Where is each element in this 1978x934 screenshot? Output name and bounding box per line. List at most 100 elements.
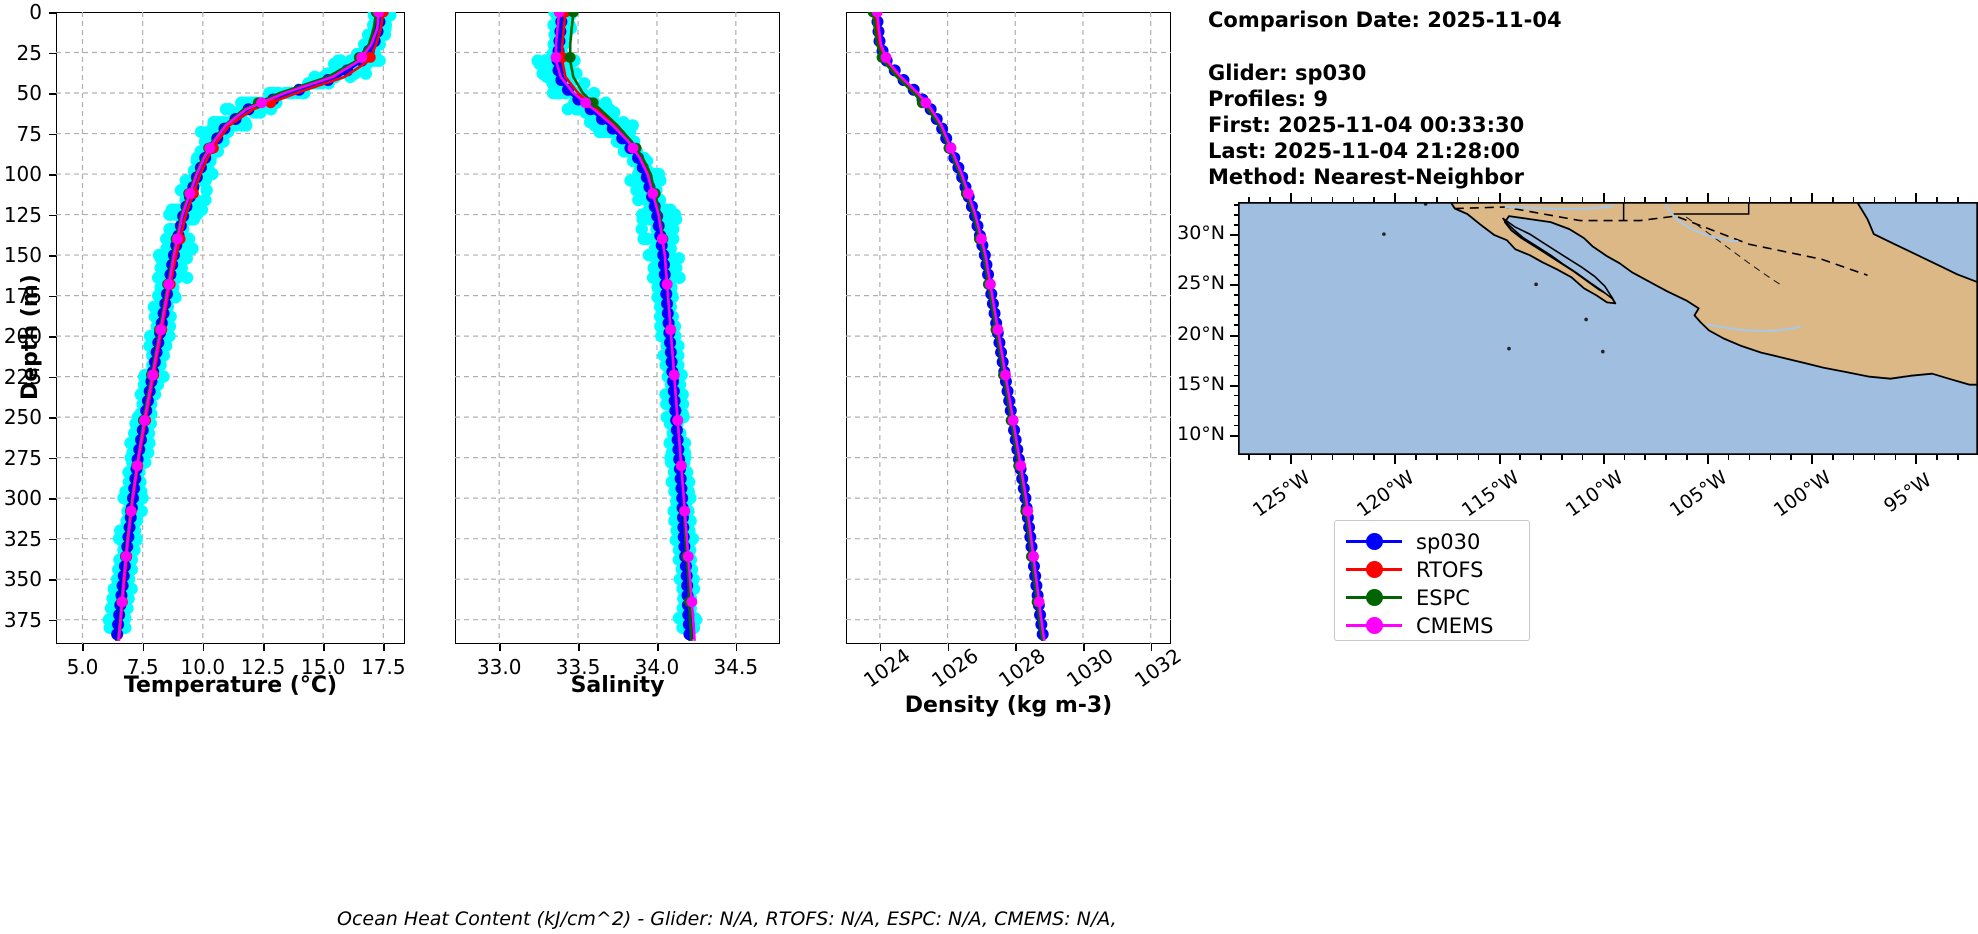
x-tick <box>262 644 265 651</box>
map-lat-minor-tick <box>1234 244 1238 246</box>
map-lat-minor-tick <box>1234 324 1238 326</box>
legend-item[interactable]: sp030 <box>1346 527 1526 557</box>
depth-tick-label: 100 <box>3 162 42 187</box>
map-lon-top-tick <box>1394 193 1397 202</box>
map-lat-minor-tick <box>1234 284 1238 286</box>
depth-tick-label: 0 <box>29 0 42 24</box>
legend-item[interactable]: ESPC <box>1346 583 1526 613</box>
map-lat-minor-tick <box>1234 384 1238 387</box>
last-profile-text: Last: 2025-11-04 21:28:00 <box>1208 139 1520 163</box>
map-lon-minor-tick <box>1519 455 1521 460</box>
map-lon-minor-tick <box>1436 197 1438 202</box>
map-lon-minor-tick <box>1957 455 1959 460</box>
depth-tick-label: 275 <box>3 445 42 470</box>
map-lon-top-tick <box>1915 193 1918 202</box>
legend-item[interactable]: CMEMS <box>1346 611 1526 641</box>
map-lat-minor-tick <box>1234 234 1238 236</box>
map-lon-minor-tick <box>1415 197 1417 202</box>
temperature-axis-title: Temperature (°C) <box>123 673 338 698</box>
map-lon-minor-tick <box>1352 197 1355 202</box>
map-lon-minor-tick <box>1936 197 1938 202</box>
map-lon-minor-tick <box>1873 455 1876 460</box>
map-lat-minor-tick <box>1234 294 1238 296</box>
map-lon-minor-tick <box>1373 197 1375 202</box>
y-tick <box>49 174 56 176</box>
map-lon-top-tick <box>1707 193 1709 202</box>
map-lon-minor-tick <box>1936 455 1938 460</box>
map-lon-minor-tick <box>1456 197 1459 202</box>
map-lon-minor-tick <box>1748 197 1751 202</box>
depth-tick-label: 200 <box>3 324 42 349</box>
map-lon-minor-tick <box>1477 197 1480 202</box>
map-lat-minor-tick <box>1234 314 1238 316</box>
legend-item[interactable]: RTOFS <box>1346 555 1526 585</box>
y-tick <box>49 579 56 581</box>
salinity-axis-title: Salinity <box>570 673 665 698</box>
map-lat-minor-tick <box>1234 204 1238 206</box>
map-lat-minor-tick <box>1234 424 1238 427</box>
map-lon-label: 115°W <box>1457 466 1523 522</box>
map-lon-minor-tick <box>1581 197 1584 202</box>
y-tick <box>49 12 56 14</box>
map-lon-minor-tick <box>1602 455 1605 460</box>
map-lon-minor-tick <box>1769 197 1772 202</box>
map-lon-minor-tick <box>1957 197 1959 202</box>
map-lon-minor-tick <box>1852 455 1855 460</box>
map-lat-minor-tick <box>1234 224 1238 226</box>
profiles-text: Profiles: 9 <box>1208 87 1329 111</box>
map-lat-minor-tick <box>1234 264 1238 266</box>
depth-tick-label: 375 <box>3 607 42 632</box>
depth-tick-label: 75 <box>16 121 42 146</box>
comparison-date-text: Comparison Date: 2025-11-04 <box>1208 8 1562 32</box>
depth-tick-label: 325 <box>3 526 42 551</box>
x-tick <box>323 644 325 651</box>
density-plot-svg <box>846 12 1171 644</box>
map-lon-label: 110°W <box>1561 466 1628 522</box>
depth-tick-label: 350 <box>3 567 42 592</box>
map-lon-minor-tick <box>1790 455 1792 460</box>
density-axis-title: Density (kg m-3) <box>904 693 1113 718</box>
x-tick-label: 33.5 <box>555 655 601 679</box>
y-tick <box>49 255 56 257</box>
x-tick <box>142 644 145 651</box>
map-lon-minor-tick <box>1581 455 1584 460</box>
x-tick <box>1015 644 1017 651</box>
legend-label: CMEMS <box>1416 614 1494 638</box>
map-lon-minor-tick <box>1540 197 1542 202</box>
map-lon-minor-tick <box>1456 455 1459 460</box>
map-lat-minor-tick <box>1234 394 1238 397</box>
map-lon-minor-tick <box>1623 197 1626 202</box>
map-lon-minor-tick <box>1644 455 1646 460</box>
x-tick-label: 15.0 <box>300 655 346 679</box>
map-lon-minor-tick <box>1540 455 1542 460</box>
map-lon-minor-tick <box>1915 455 1917 460</box>
map-lon-top-tick <box>1290 193 1293 202</box>
map-lat-label: 20°N <box>1177 322 1225 345</box>
map-lon-minor-tick <box>1665 455 1667 460</box>
map-lon-minor-tick <box>1894 455 1897 460</box>
map-lat-minor-tick <box>1234 254 1238 256</box>
x-tick <box>578 644 580 651</box>
first-profile-text: First: 2025-11-04 00:33:30 <box>1208 113 1525 137</box>
depth-tick-label: 25 <box>16 40 42 65</box>
y-tick <box>49 336 56 338</box>
depth-tick-label: 50 <box>16 81 42 106</box>
legend-label: sp030 <box>1416 530 1481 554</box>
x-tick <box>202 644 205 651</box>
map-lon-minor-tick <box>1248 455 1250 460</box>
map-lat-minor-tick <box>1234 414 1238 417</box>
map-lon-minor-tick <box>1498 455 1501 460</box>
x-tick <box>735 644 738 651</box>
depth-tick-label: 225 <box>3 364 42 389</box>
x-tick <box>383 644 385 651</box>
x-tick <box>499 644 501 651</box>
salinity-plot-svg <box>455 12 780 644</box>
map-lon-label: 125°W <box>1248 466 1315 522</box>
map-lon-minor-tick <box>1352 455 1355 460</box>
map-lon-minor-tick <box>1873 197 1876 202</box>
map-lon-minor-tick <box>1519 197 1521 202</box>
x-tick <box>947 644 950 651</box>
x-tick <box>1082 644 1085 651</box>
map-lon-minor-tick <box>1644 197 1646 202</box>
legend-marker-dot <box>1366 617 1383 634</box>
